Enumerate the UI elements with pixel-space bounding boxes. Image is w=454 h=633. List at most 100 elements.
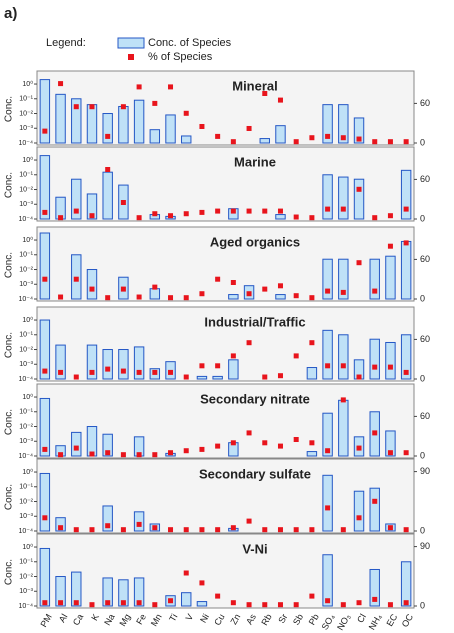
- dot: [58, 369, 64, 375]
- dot: [262, 208, 268, 214]
- dot: [168, 295, 174, 301]
- y-axis-label: Conc.: [4, 172, 15, 198]
- dot: [230, 440, 236, 446]
- bar: [353, 117, 365, 144]
- dot: [152, 602, 158, 608]
- bar: [71, 98, 82, 144]
- dot: [105, 523, 111, 529]
- dot: [403, 139, 409, 145]
- dot: [105, 450, 111, 456]
- dot: [230, 280, 236, 285]
- bar: [385, 430, 396, 457]
- dot: [215, 276, 221, 282]
- bar: [400, 561, 412, 607]
- dot: [168, 527, 174, 533]
- y-tick-label: 10⁰: [22, 156, 33, 164]
- dot: [89, 451, 95, 457]
- dot: [387, 450, 393, 456]
- dot: [230, 208, 236, 214]
- dot: [42, 128, 48, 134]
- bar: [369, 568, 380, 607]
- bar: [322, 258, 333, 300]
- dot: [168, 84, 174, 90]
- bar: [102, 577, 113, 607]
- x-tick-label: Sr: [276, 612, 289, 625]
- dot: [403, 600, 409, 606]
- dot: [403, 527, 409, 533]
- dot: [183, 570, 189, 576]
- panel-frame: [36, 383, 415, 459]
- dot: [403, 240, 409, 246]
- bar: [322, 104, 333, 144]
- dot: [293, 214, 299, 220]
- dot: [262, 91, 268, 96]
- dot: [89, 286, 95, 292]
- dot: [42, 368, 48, 374]
- y-tick-label: 10⁻³: [19, 438, 33, 445]
- dot: [340, 397, 346, 403]
- dot: [293, 139, 299, 145]
- dot: [215, 593, 221, 599]
- bar: [86, 269, 98, 300]
- dot: [246, 291, 252, 297]
- dot: [309, 215, 315, 221]
- dot: [325, 448, 331, 454]
- legend-text: % of Species: [148, 51, 213, 63]
- dot: [246, 430, 252, 436]
- y2-tick-label: 90: [420, 541, 430, 551]
- dot: [199, 363, 205, 369]
- y2-tick-label: 0: [420, 450, 425, 460]
- dot: [183, 448, 189, 454]
- y2-tick-label: 0: [420, 213, 425, 223]
- dot: [325, 288, 331, 294]
- dot: [58, 600, 64, 606]
- bar: [369, 338, 380, 380]
- bar: [39, 232, 51, 300]
- dot: [309, 295, 315, 301]
- y2-tick-label: 90: [420, 466, 430, 476]
- dot: [372, 364, 378, 370]
- y-tick-label: 10⁻³: [19, 281, 33, 288]
- dot: [73, 600, 79, 606]
- dot: [199, 209, 205, 215]
- bar: [385, 255, 396, 300]
- dot: [325, 598, 331, 604]
- dot: [136, 600, 142, 606]
- bar: [400, 169, 412, 220]
- dot: [120, 286, 126, 292]
- dot: [387, 364, 393, 370]
- bar: [181, 592, 192, 607]
- bar: [102, 349, 113, 380]
- y2-tick-label: 0: [420, 373, 425, 383]
- bar: [369, 487, 380, 532]
- y-tick-label: 10⁻²: [19, 110, 33, 117]
- dot: [42, 276, 48, 282]
- dot: [277, 527, 283, 533]
- dot: [325, 505, 331, 511]
- bar: [102, 433, 113, 457]
- dot: [42, 600, 48, 606]
- dot: [262, 602, 268, 608]
- dot: [340, 527, 346, 533]
- panel-title: Secondary sulfate: [199, 466, 311, 481]
- bar: [338, 334, 349, 380]
- dot: [42, 209, 48, 215]
- dot: [136, 521, 142, 527]
- y-tick-label: 10⁻⁴: [19, 376, 34, 383]
- dot: [277, 283, 283, 289]
- bar: [322, 554, 333, 607]
- bar: [385, 341, 396, 380]
- bar: [228, 359, 239, 380]
- dot: [136, 215, 142, 221]
- dot: [199, 580, 205, 586]
- bar: [133, 577, 145, 607]
- x-tick-label: Ca: [71, 612, 85, 627]
- panel-title: Industrial/Traffic: [204, 314, 305, 329]
- y-tick-label: 10⁻⁴: [19, 296, 34, 303]
- dot: [246, 340, 252, 346]
- y-tick-label: 10⁻²: [19, 346, 33, 353]
- bar: [55, 344, 66, 380]
- panel-title: Aged organics: [210, 234, 300, 249]
- dot: [356, 136, 362, 142]
